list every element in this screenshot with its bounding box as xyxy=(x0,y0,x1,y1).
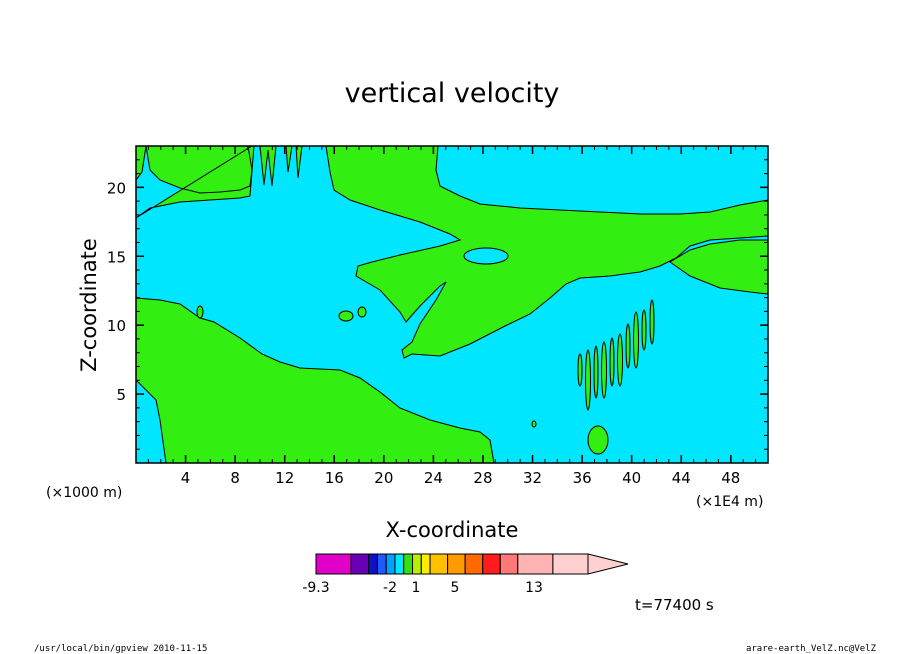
x-tick-label: 28 xyxy=(473,469,492,487)
positive-region-upper xyxy=(136,146,768,359)
colorbar-label: 1 xyxy=(412,580,421,596)
x-unit-label: (×1E4 m) xyxy=(696,494,763,510)
negative-pocket-center xyxy=(463,247,509,265)
positive-region-lower xyxy=(136,297,495,463)
colorbar-swatch xyxy=(517,553,554,575)
colorbar-swatch xyxy=(368,553,378,575)
contour-field xyxy=(136,146,768,463)
y-tick-label: 10 xyxy=(107,317,126,335)
y-axis: 5 10 15 20 xyxy=(107,145,768,450)
colorbar-swatch xyxy=(376,553,387,575)
colorbar-swatch xyxy=(464,553,484,575)
x-tick-label: 4 xyxy=(181,469,191,487)
colorbar-label: -9.3 xyxy=(302,580,329,596)
x-axis-label: X-coordinate xyxy=(386,518,519,542)
x-tick-label: 48 xyxy=(721,469,740,487)
colorbar-extension-arrow xyxy=(587,553,629,575)
colorbar-label: 5 xyxy=(451,580,460,596)
positive-streaks xyxy=(196,299,655,455)
x-tick-label: 40 xyxy=(622,469,641,487)
time-label: t=77400 s xyxy=(635,596,714,614)
x-tick-label: 16 xyxy=(325,469,344,487)
x-tick-label: 20 xyxy=(374,469,393,487)
colorbar: -9.3 -2 1 5 13 xyxy=(302,553,629,596)
colorbar-swatch xyxy=(429,553,449,575)
x-tick-label: 8 xyxy=(230,469,240,487)
colorbar-swatch xyxy=(552,553,589,575)
colorbar-label: 13 xyxy=(525,580,543,596)
negative-pocket-lower-left xyxy=(136,379,167,463)
footer-left: /usr/local/bin/gpview 2010-11-15 xyxy=(34,644,207,654)
footer-right: arare-earth_VelZ.nc@VelZ xyxy=(746,644,877,654)
x-tick-label: 36 xyxy=(573,469,592,487)
colorbar-label: -2 xyxy=(383,580,397,596)
x-tick-label: 32 xyxy=(523,469,542,487)
plot-frame xyxy=(135,145,769,464)
y-unit-label: (×1000 m) xyxy=(46,485,122,501)
colorbar-swatch xyxy=(447,553,466,575)
colorbar-swatch xyxy=(420,553,431,575)
chart-title: vertical velocity xyxy=(345,78,560,109)
positive-region-right-lobe xyxy=(669,239,768,295)
colorbar-swatch xyxy=(412,553,422,575)
colorbar-swatch xyxy=(403,553,414,575)
x-tick-label: 12 xyxy=(275,469,294,487)
colorbar-swatch xyxy=(385,553,396,575)
colorbar-swatch xyxy=(350,553,370,575)
x-axis: 4 8 12 16 20 24 28 32 36 40 44 48 xyxy=(147,146,769,487)
x-tick-label: 44 xyxy=(672,469,691,487)
y-tick-label: 20 xyxy=(107,179,126,197)
y-tick-label: 15 xyxy=(107,248,126,266)
x-tick-label: 24 xyxy=(424,469,443,487)
y-axis-label: Z-coordinate xyxy=(77,238,101,372)
colorbar-swatch xyxy=(482,553,501,575)
colorbar-swatch xyxy=(394,553,405,575)
colorbar-swatch xyxy=(315,553,352,575)
y-tick-label: 5 xyxy=(116,386,126,404)
colorbar-swatch xyxy=(499,553,519,575)
